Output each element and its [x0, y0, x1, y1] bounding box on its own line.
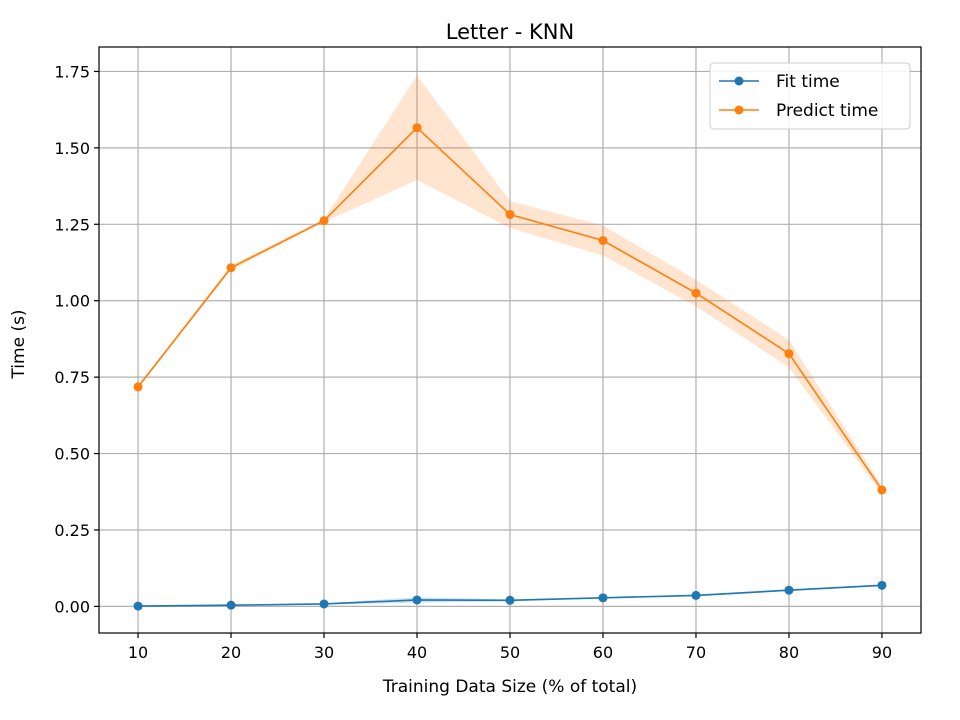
y-tick-label: 1.50: [54, 139, 90, 158]
fit-time-point: [877, 580, 887, 590]
fit-time-point: [319, 599, 329, 609]
x-tick-label: 60: [593, 643, 613, 662]
fit-time-point: [505, 595, 515, 605]
x-tick-label: 40: [407, 643, 427, 662]
chart-title: Letter - KNN: [446, 20, 574, 44]
predict-time-point: [784, 349, 794, 359]
fit-time-point: [598, 593, 608, 603]
legend-fit-time-label: Fit time: [776, 72, 840, 92]
y-axis-label: Time (s): [9, 309, 29, 379]
x-tick-label: 70: [686, 643, 706, 662]
legend-fit-time-marker: [734, 76, 744, 86]
predict-time-point: [877, 485, 887, 495]
y-tick-label: 1.75: [54, 62, 90, 81]
x-axis-label: Training Data Size (% of total): [382, 677, 637, 697]
legend-box: [709, 62, 911, 130]
predict-time-point: [691, 288, 701, 298]
x-tick-label: 30: [314, 643, 334, 662]
x-tick-label: 10: [128, 643, 148, 662]
y-tick-label: 0.75: [54, 368, 90, 387]
predict-time-point: [133, 382, 143, 392]
fit-time-point: [412, 595, 422, 605]
fit-time-point: [133, 601, 143, 611]
x-tick-label: 80: [779, 643, 799, 662]
predict-time-point: [412, 123, 422, 133]
fit-time-point: [784, 585, 794, 595]
legend-predict-time-marker: [734, 105, 744, 115]
predict-time-point: [226, 263, 236, 273]
predict-time-point: [598, 235, 608, 245]
x-tick-label: 50: [500, 643, 520, 662]
predict-time-point: [319, 216, 329, 226]
legend-predict-time-label: Predict time: [776, 101, 878, 121]
x-tick-label: 90: [872, 643, 892, 662]
x-tick-label: 20: [221, 643, 241, 662]
y-tick-label: 0.25: [54, 521, 90, 540]
fit-time-point: [691, 590, 701, 600]
predict-time-point: [505, 210, 515, 220]
y-tick-label: 0.00: [54, 597, 90, 616]
y-tick-label: 1.25: [54, 215, 90, 234]
y-tick-label: 0.50: [54, 445, 90, 464]
fit-time-point: [226, 600, 236, 610]
y-tick-label: 1.00: [54, 292, 90, 311]
legend: Fit time Predict time: [709, 62, 911, 130]
